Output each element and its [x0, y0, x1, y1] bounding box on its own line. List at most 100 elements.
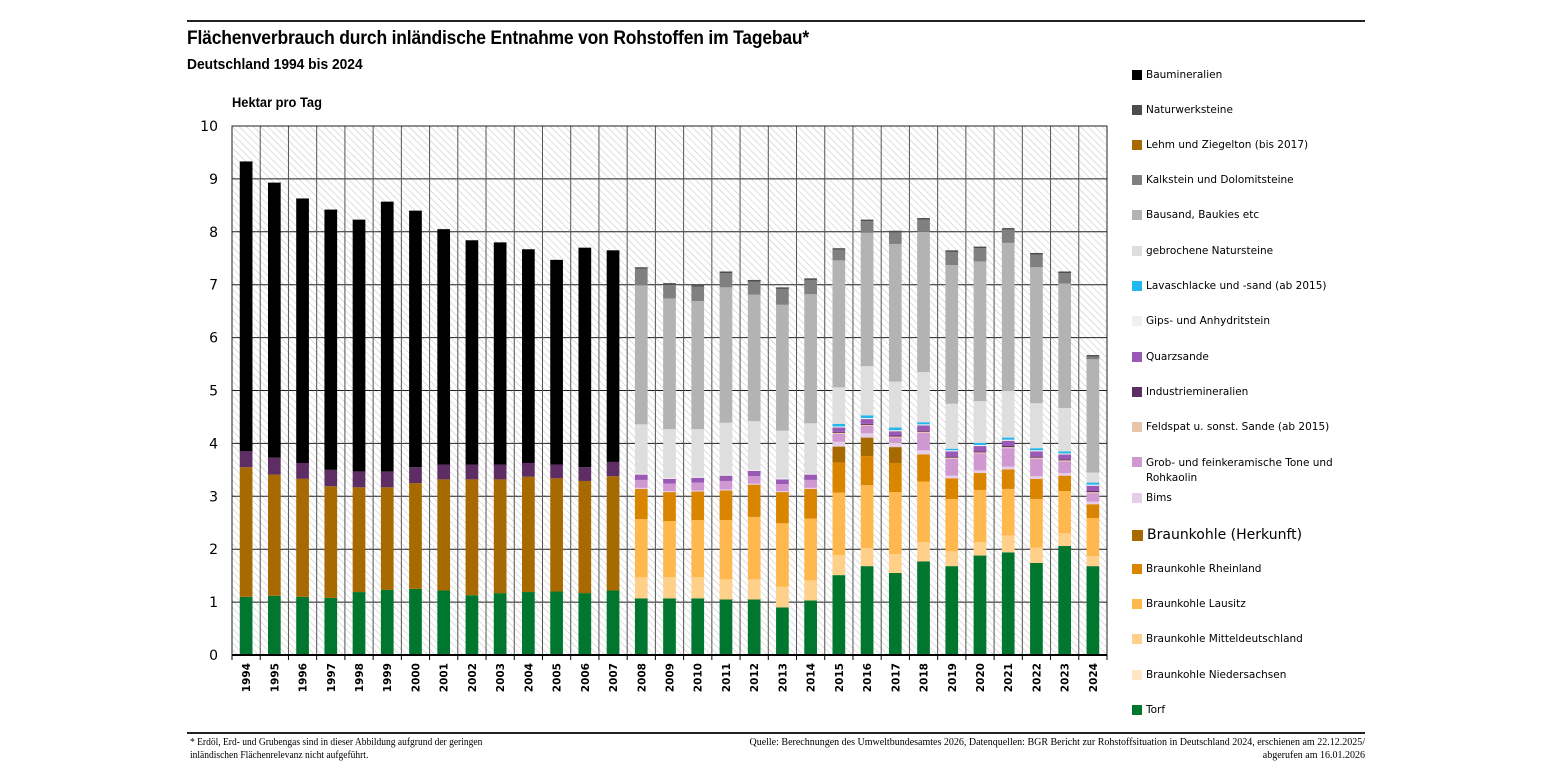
- bar-segment: [776, 478, 789, 480]
- bar-segment: [493, 242, 507, 465]
- bar-segment: [832, 427, 846, 432]
- legend-swatch: [1132, 175, 1142, 185]
- bar-stack-2008: [634, 267, 648, 655]
- bar-stack-2020: [973, 246, 987, 655]
- bar-segment: [267, 474, 281, 596]
- bar-segment: [634, 488, 648, 520]
- legend-swatch: [1132, 246, 1142, 256]
- bar-segment: [691, 491, 705, 521]
- legend-swatch: [1132, 316, 1142, 326]
- bar-segment: [888, 427, 902, 431]
- bar-segment: [945, 566, 959, 655]
- bar-segment: [860, 566, 874, 655]
- bar-segment: [804, 473, 817, 475]
- top-rule: [187, 20, 1365, 22]
- bar-segment: [804, 279, 817, 295]
- legend-item: Feldspat u. sonst. Sande (ab 2015): [1132, 421, 1329, 433]
- bar-segment: [1086, 504, 1100, 518]
- bar-segment: [860, 548, 874, 567]
- bar-segment: [1001, 437, 1015, 440]
- bar-segment: [1001, 469, 1015, 489]
- bar-segment: [691, 520, 705, 578]
- legend-item: Grob- und feinkeramische Tone und Rohkao…: [1132, 456, 1346, 486]
- bar-segment: [324, 597, 338, 655]
- bar-segment: [719, 287, 733, 423]
- legend-label: Quarzsande: [1146, 351, 1209, 363]
- bar-segment: [917, 454, 930, 482]
- bar-segment: [917, 371, 930, 423]
- bar-stack-2000: [409, 210, 422, 655]
- bar-segment: [973, 470, 987, 474]
- bar-segment: [973, 451, 987, 453]
- bar-stack-2022: [1030, 252, 1043, 655]
- bar-stack-2014: [804, 278, 817, 655]
- legend-swatch: [1132, 210, 1142, 220]
- bar-segment: [409, 483, 422, 589]
- bar-segment: [1030, 457, 1043, 459]
- bar-segment: [663, 492, 676, 522]
- bar-segment: [832, 423, 846, 427]
- bar-segment: [691, 301, 705, 430]
- x-tick-label: 2018: [919, 663, 931, 692]
- bar-segment: [1086, 566, 1100, 655]
- x-tick-label: 2000: [410, 663, 422, 692]
- bar-segment: [691, 285, 705, 287]
- bar-segment: [973, 473, 987, 490]
- bar-segment: [380, 201, 394, 472]
- bar-segment: [1086, 501, 1100, 505]
- bar-segment: [1001, 535, 1015, 553]
- bar-segment: [634, 519, 648, 578]
- bar-segment: [888, 430, 902, 432]
- bar-segment: [663, 298, 676, 430]
- bar-segment: [409, 210, 422, 468]
- bar-segment: [1086, 493, 1100, 502]
- bar-segment: [973, 401, 987, 443]
- y-tick-label: 0: [209, 648, 218, 664]
- bar-segment: [634, 267, 648, 269]
- bar-segment: [1001, 228, 1015, 230]
- y-tick-label: 8: [209, 225, 218, 241]
- bar-segment: [804, 518, 817, 581]
- bar-stack-2024: [1086, 355, 1100, 655]
- legend-item: Braunkohle (Herkunft): [1132, 527, 1302, 543]
- bar-segment: [945, 457, 959, 459]
- bar-segment: [1030, 498, 1043, 548]
- bar-segment: [888, 230, 902, 233]
- bar-segment: [1030, 456, 1043, 458]
- bar-segment: [973, 246, 987, 249]
- bar-segment: [1030, 547, 1043, 563]
- bar-segment: [1001, 229, 1015, 243]
- bar-segment: [776, 492, 789, 524]
- legend-swatch: [1132, 634, 1142, 644]
- x-tick-label: 2005: [552, 663, 564, 692]
- bar-segment: [296, 462, 309, 479]
- bar-segment: [380, 487, 394, 590]
- legend-label: Feldspat u. sonst. Sande (ab 2015): [1146, 421, 1330, 433]
- x-tick-label: 2009: [665, 663, 677, 692]
- bar-stack-2005: [550, 259, 563, 655]
- bar-segment: [747, 599, 761, 655]
- legend-swatch: [1132, 105, 1142, 115]
- legend-label: Bausand, Baukies etc: [1146, 209, 1260, 221]
- legend-label: Braunkohle (Herkunft): [1147, 527, 1303, 543]
- x-tick-label: 2019: [947, 663, 959, 692]
- bar-segment: [239, 467, 253, 597]
- bar-stack-2007: [606, 250, 620, 655]
- bar-segment: [578, 467, 592, 481]
- bar-segment: [917, 561, 930, 655]
- bar-segment: [888, 435, 902, 437]
- bar-segment: [719, 480, 733, 490]
- bar-segment: [804, 278, 817, 280]
- legend-swatch: [1132, 705, 1142, 715]
- bar-segment: [917, 542, 930, 562]
- x-tick-label: 2015: [834, 663, 846, 692]
- y-tick-label: 3: [209, 489, 218, 505]
- bar-segment: [973, 248, 987, 262]
- bar-segment: [352, 592, 366, 655]
- bar-segment: [324, 469, 338, 487]
- bar-segment: [1001, 466, 1015, 470]
- bar-segment: [945, 478, 959, 499]
- bar-segment: [522, 249, 535, 463]
- bar-segment: [691, 490, 705, 492]
- bar-segment: [776, 430, 789, 479]
